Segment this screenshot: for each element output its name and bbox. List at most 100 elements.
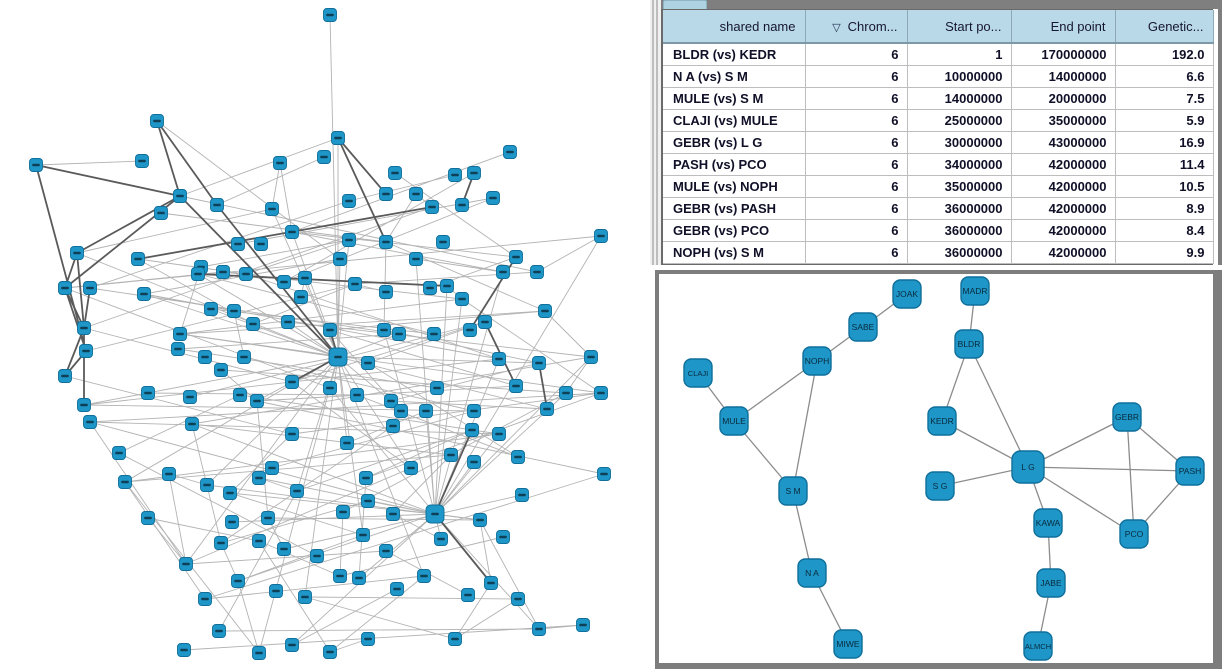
overview-node[interactable] [463,323,477,337]
overview-node[interactable] [352,571,366,585]
overview-node[interactable] [379,235,393,249]
overview-node[interactable] [261,511,275,525]
cell-value[interactable]: 10.5 [1115,175,1214,198]
cell-value[interactable]: 6 [805,175,908,198]
overview-node[interactable] [492,427,506,441]
overview-node[interactable] [379,187,393,201]
cell-value[interactable]: 9.9 [1115,241,1214,264]
overview-node[interactable] [137,287,151,301]
overview-node[interactable] [252,534,266,548]
overview-node[interactable] [252,471,266,485]
detail-node-sabe[interactable]: SABE [848,312,878,342]
cell-value[interactable]: 6 [805,153,908,176]
overview-node[interactable] [323,381,337,395]
overview-node[interactable] [473,513,487,527]
overview-node[interactable] [171,342,185,356]
overview-node[interactable] [333,252,347,266]
overview-node[interactable] [198,592,212,606]
detail-node-kedr[interactable]: KEDR [927,406,957,436]
overview-node[interactable] [227,304,241,318]
overview-node[interactable] [434,532,448,546]
overview-node[interactable] [239,267,253,281]
overview-node[interactable] [277,275,291,289]
overview-node[interactable] [390,582,404,596]
cell-shared-name[interactable]: PASH (vs) PCO [663,153,806,176]
cell-shared-name[interactable]: GEBR (vs) PASH [663,197,806,220]
cell-value[interactable]: 170000000 [1011,43,1116,66]
overview-node[interactable] [511,450,525,464]
table-row[interactable]: MULE (vs) NOPH 6 35000000 42000000 10.5 [663,175,1214,198]
overview-node[interactable] [173,189,187,203]
cell-value[interactable]: 35000000 [1011,109,1116,132]
overview-node[interactable] [331,131,345,145]
overview-node[interactable] [269,584,283,598]
overview-node[interactable] [185,417,199,431]
overview-node[interactable] [216,265,230,279]
cell-value[interactable]: 10000000 [907,65,1012,88]
detail-node-bldr[interactable]: BLDR [954,329,984,359]
overview-node[interactable] [340,436,354,450]
cell-value[interactable]: 6 [805,219,908,242]
overview-node[interactable] [225,515,239,529]
table-row[interactable]: GEBR (vs) L G 6 30000000 43000000 16.9 [663,131,1214,154]
overview-node[interactable] [484,576,498,590]
table-row[interactable]: CLAJI (vs) MULE 6 25000000 35000000 5.9 [663,109,1214,132]
overview-node[interactable] [285,375,299,389]
overview-node[interactable] [350,388,364,402]
overview-node[interactable] [323,645,337,659]
overview-node[interactable] [503,145,517,159]
overview-node[interactable] [191,267,205,281]
overview-node[interactable] [77,398,91,412]
overview-node[interactable] [597,467,611,481]
overview-node[interactable] [388,166,402,180]
overview-node[interactable] [515,488,529,502]
cell-value[interactable]: 6 [805,43,908,66]
cell-value[interactable]: 42000000 [1011,175,1116,198]
cell-shared-name[interactable]: CLAJI (vs) MULE [663,109,806,132]
overview-node[interactable] [200,478,214,492]
overview-node[interactable] [310,549,324,563]
overview-node[interactable] [70,246,84,260]
overview-node[interactable] [492,352,506,366]
overview-node[interactable] [204,302,218,316]
overview-node[interactable] [361,632,375,646]
overview-node[interactable] [179,557,193,571]
cell-shared-name[interactable]: NOPH (vs) S M [663,241,806,264]
overview-node[interactable] [141,511,155,525]
overview-node[interactable] [317,150,331,164]
overview-node[interactable] [467,455,481,469]
cell-value[interactable]: 36000000 [907,241,1012,264]
cell-value[interactable]: 6 [805,65,908,88]
overview-node[interactable] [423,281,437,295]
overview-node[interactable] [409,187,423,201]
overview-node[interactable] [467,404,481,418]
cell-value[interactable]: 42000000 [1011,219,1116,242]
overview-node[interactable] [384,394,398,408]
overview-node[interactable] [511,592,525,606]
detail-node-almch[interactable]: ALMCH [1023,631,1053,661]
cell-value[interactable]: 6 [805,109,908,132]
overview-node[interactable] [496,265,510,279]
cell-value[interactable]: 6 [805,241,908,264]
detail-node-n-a[interactable]: N A [797,558,827,588]
cell-shared-name[interactable]: MULE (vs) S M [663,87,806,110]
overview-node[interactable] [342,233,356,247]
filter-icon[interactable]: ▽ [832,21,841,34]
cell-value[interactable]: 43000000 [1011,131,1116,154]
overview-node[interactable] [177,643,191,657]
cell-value[interactable]: 36000000 [907,197,1012,220]
overview-node[interactable] [386,419,400,433]
cell-value[interactable]: 20000000 [1011,87,1116,110]
overview-node[interactable] [141,386,155,400]
table-tab[interactable] [663,0,707,9]
overview-node[interactable] [559,386,573,400]
overview-node[interactable] [58,281,72,295]
cell-value[interactable]: 5.9 [1115,109,1214,132]
cell-value[interactable]: 7.5 [1115,87,1214,110]
cell-value[interactable]: 192.0 [1115,43,1214,66]
overview-node[interactable] [419,404,433,418]
cell-value[interactable]: 14000000 [1011,65,1116,88]
overview-node[interactable] [532,356,546,370]
overview-node[interactable] [79,344,93,358]
cell-shared-name[interactable]: GEBR (vs) PCO [663,219,806,242]
